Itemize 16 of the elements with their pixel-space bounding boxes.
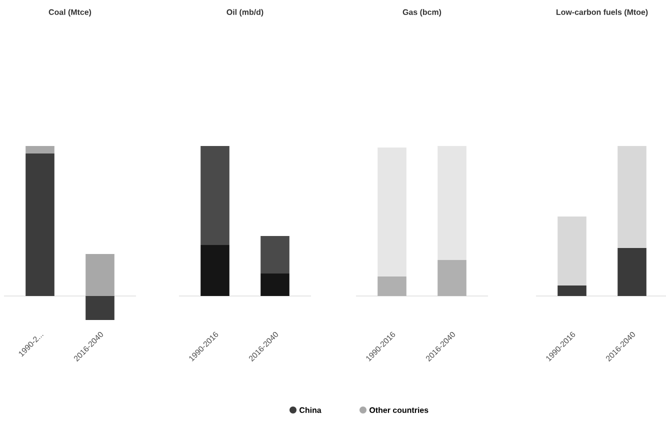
bar [438, 146, 466, 260]
bar [558, 286, 586, 296]
bar [378, 276, 406, 296]
bar [378, 147, 406, 276]
bar [618, 248, 646, 296]
bar [618, 146, 646, 248]
bar [260, 236, 290, 274]
bar [86, 254, 114, 296]
bar [86, 296, 114, 320]
bar [26, 146, 54, 154]
bar [200, 146, 230, 245]
bar [558, 216, 586, 286]
bar [200, 245, 230, 296]
bar [260, 274, 290, 296]
bar [26, 153, 54, 296]
bar [438, 260, 466, 296]
